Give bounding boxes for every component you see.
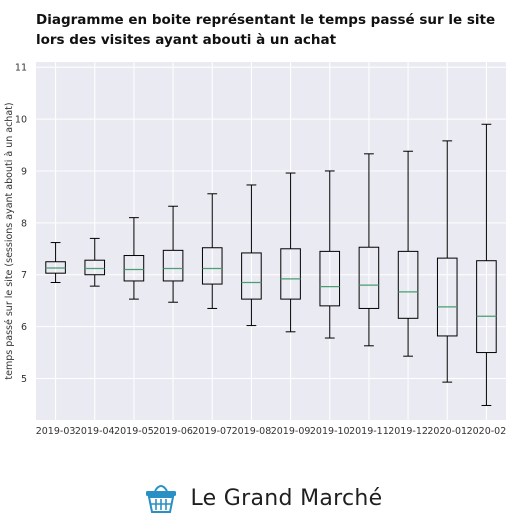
x-tick-label: 2019-03	[36, 426, 76, 437]
iqr-box	[436, 257, 458, 337]
x-tick-label: 2019-08	[232, 426, 272, 437]
x-tick-label: 2019-12	[388, 426, 428, 437]
x-tick-label: 2020-02	[467, 426, 507, 437]
chart-title: Diagramme en boite représentant le temps…	[36, 12, 496, 48]
iqr-box	[358, 246, 380, 309]
boxes	[45, 123, 497, 406]
x-tick-label: 2019-04	[75, 426, 115, 437]
box-2019-11	[358, 153, 380, 347]
box-2020-02	[476, 123, 497, 406]
footer-branding: Le Grand Marché	[0, 478, 525, 518]
x-tick-label: 2019-11	[349, 426, 389, 437]
x-tick-label: 2020-01	[427, 426, 467, 437]
y-tick-label: 10	[15, 115, 27, 126]
y-tick-label: 5	[21, 374, 27, 385]
box-2019-06	[162, 205, 184, 303]
basket-icon	[143, 481, 179, 515]
box-2019-05	[123, 217, 145, 300]
y-tick-labels: 5 6 7 8 9 10 11	[15, 63, 27, 385]
box-2019-03	[45, 242, 66, 284]
iqr-box	[397, 250, 419, 319]
box-2019-07	[201, 193, 223, 309]
y-tick-label: 11	[15, 63, 27, 74]
box-2019-04	[84, 237, 106, 287]
x-tick-label: 2019-05	[114, 426, 154, 437]
y-tick-label: 6	[21, 322, 27, 333]
iqr-box	[241, 252, 262, 300]
y-axis-label: temps passé sur le site (sessions ayant …	[4, 102, 15, 379]
y-tick-label: 7	[21, 270, 27, 281]
box-2019-08	[241, 184, 262, 327]
y-tick-label: 9	[21, 166, 27, 177]
plot-area	[36, 62, 506, 420]
iqr-box	[162, 249, 184, 282]
iqr-box	[280, 248, 301, 300]
x-tick-label: 2019-06	[153, 426, 193, 437]
brand-name: Le Grand Marché	[190, 485, 383, 511]
iqr-box	[84, 259, 106, 276]
iqr-box	[476, 260, 497, 354]
y-tick-label: 8	[21, 218, 27, 229]
box-2019-12	[397, 150, 419, 357]
box-2019-10	[319, 170, 341, 339]
iqr-box	[123, 255, 145, 282]
x-tick-labels: 2019-03 2019-04 2019-05 2019-06 2019-07 2019-…	[36, 426, 507, 437]
x-tick-label: 2019-09	[271, 426, 311, 437]
box-2020-01	[436, 140, 458, 383]
x-tick-label: 2019-10	[310, 426, 350, 437]
box-2019-09	[280, 172, 301, 333]
iqr-box	[201, 247, 223, 285]
iqr-box	[319, 250, 341, 307]
x-tick-label: 2019-07	[192, 426, 232, 437]
